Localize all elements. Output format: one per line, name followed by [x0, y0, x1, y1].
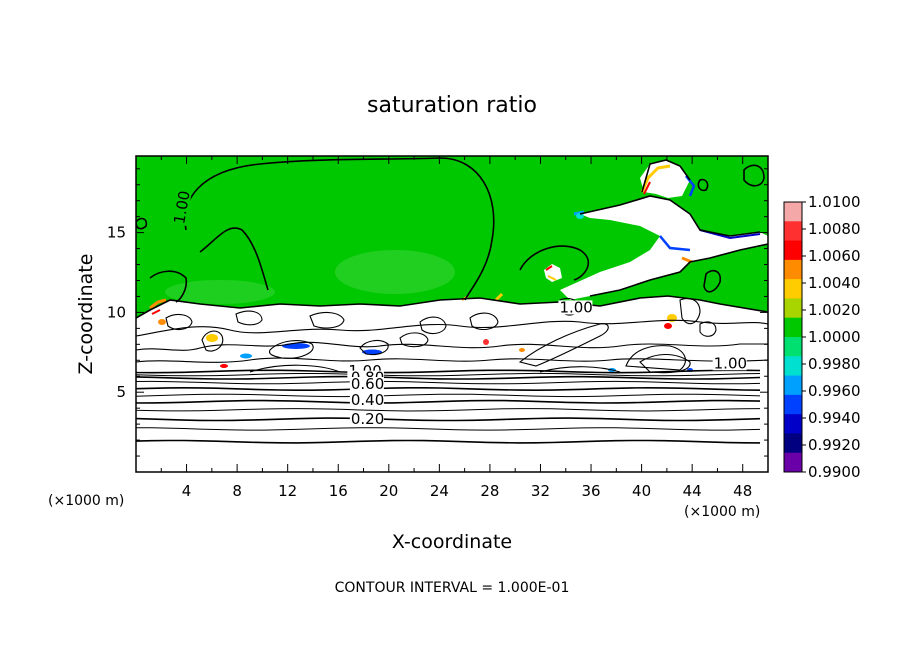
- x-tick-label: 44: [683, 482, 702, 500]
- x-tick-label: 36: [581, 482, 600, 500]
- colorbar-swatch: [784, 298, 802, 319]
- stratified-contour: [136, 399, 761, 404]
- contour-label-bg: [172, 190, 192, 226]
- colorbar-label: 0.9900: [808, 463, 861, 481]
- x-tick-label: 8: [232, 482, 242, 500]
- colorbar-label: 0.9960: [808, 382, 861, 400]
- plot-area: [136, 156, 768, 444]
- y-tick-label: 15: [107, 224, 126, 242]
- contour-lines-bold: [136, 157, 768, 319]
- colorbar-label: 0.9940: [808, 409, 861, 427]
- colorbar-swatch: [784, 317, 802, 338]
- colorbar-swatch: [784, 221, 802, 242]
- colorbar-swatch: [784, 279, 802, 299]
- x-tick-label: 28: [480, 482, 499, 500]
- contour-label-bg: [349, 377, 384, 392]
- contour-labels: 1.001.001.001.000.800.600.400.20: [170, 189, 747, 428]
- stratified-contour: [136, 369, 761, 374]
- colorbar-swatch: [784, 414, 802, 434]
- colorbar-label: 1.0060: [808, 247, 861, 265]
- stratified-contour: [136, 427, 761, 431]
- colorbar-label: 0.9980: [808, 355, 861, 373]
- x-tick-label: 16: [329, 482, 348, 500]
- contour-label: 0.60: [351, 375, 384, 393]
- y-tick-label: 10: [107, 303, 126, 321]
- colorbar-swatch: [784, 375, 802, 396]
- contour-lines-cloud: [136, 297, 768, 374]
- stratified-contour: [136, 372, 761, 377]
- contour-lines-stratified: [136, 369, 761, 444]
- colorbar-swatch: [784, 337, 802, 357]
- colorbar-swatch: [784, 394, 802, 415]
- y-axis-ticks: 5 10 15: [107, 168, 768, 457]
- colorbar-label: 0.9920: [808, 436, 861, 454]
- stratified-contour: [136, 386, 761, 392]
- colorbar-label: 1.0000: [808, 328, 861, 346]
- stratified-contour: [136, 380, 761, 385]
- contour-label: 0.40: [351, 391, 384, 409]
- chart-title: saturation ratio: [367, 93, 537, 118]
- x-tick-label: 12: [278, 482, 297, 500]
- x-tick-label: 20: [379, 482, 398, 500]
- y-tick-label: 5: [116, 383, 126, 401]
- colorbar-label: 1.0100: [808, 193, 861, 211]
- contour-label: 1.00: [714, 354, 747, 372]
- stratified-contour: [136, 408, 761, 412]
- stratified-contour: [136, 417, 761, 422]
- x-unit-right: (×1000 m): [684, 504, 760, 520]
- x-tick-label: 24: [430, 482, 449, 500]
- x-tick-label: 48: [733, 482, 752, 500]
- stratified-contour: [136, 393, 761, 398]
- stratified-contour: [136, 439, 761, 444]
- x-tick-label: 32: [531, 482, 550, 500]
- contour-label-bg: [349, 392, 384, 407]
- colorbar-swatch: [784, 202, 802, 222]
- colorbar-swatch: [784, 452, 802, 473]
- colorbar-label: 1.0020: [808, 301, 861, 319]
- white-plume: [560, 196, 768, 300]
- contour-label-bg: [558, 300, 593, 315]
- contour-label: 1.00: [170, 189, 194, 225]
- colorbar: 1.0100 1.0080 1.0060 1.0040 1.0020 1.0000 0.99…: [783, 193, 861, 481]
- colorbar-swatch: [784, 356, 802, 377]
- x-axis-ticks: 4 8 12 16 20 24 28 32 36 40 44 48: [160, 156, 769, 500]
- x-tick-label: 4: [182, 482, 192, 500]
- stratified-contour: [136, 375, 761, 380]
- contour-label: 1.00: [559, 298, 592, 316]
- colorbar-label: 1.0080: [808, 220, 861, 238]
- colorbar-label: 1.0040: [808, 274, 861, 292]
- colorbar-swatch: [784, 240, 802, 261]
- x-tick-label: 40: [632, 482, 651, 500]
- x-axis-label: X-coordinate: [392, 531, 512, 553]
- colorbar-swatch: [784, 259, 802, 280]
- plot-frame: [135, 155, 769, 473]
- contour-label-bg: [712, 356, 747, 371]
- colorbar-swatch: [784, 433, 802, 454]
- contour-label: 0.20: [351, 410, 384, 428]
- y-axis-label: Z-coordinate: [75, 254, 97, 375]
- contour-label-bg: [349, 412, 384, 427]
- x-unit-left: (×1000 m): [48, 493, 124, 509]
- contour-interval-footer: CONTOUR INTERVAL = 1.000E-01: [335, 580, 570, 596]
